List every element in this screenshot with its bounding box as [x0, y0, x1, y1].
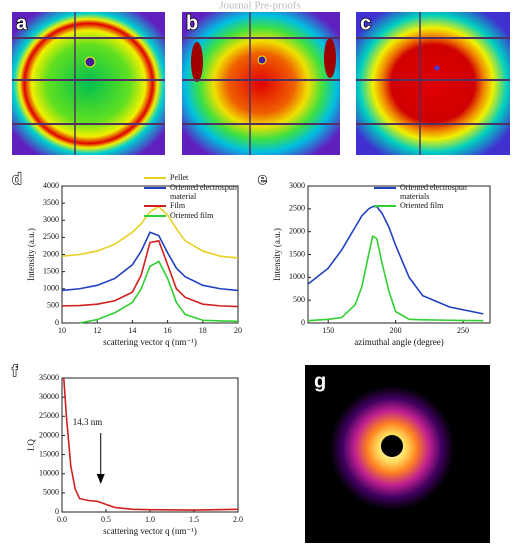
- x-axis-label: scattering vector q (nm⁻¹): [103, 337, 197, 347]
- legend-label: Oriented film: [170, 211, 214, 220]
- legend-label: Film: [170, 201, 186, 210]
- y-tick-label: 20000: [39, 430, 59, 439]
- panel-label: f: [12, 363, 18, 380]
- y-axis-label: Intensity (a.u.): [26, 228, 36, 281]
- x-tick-label: 10: [58, 326, 66, 335]
- series-line: [62, 377, 239, 511]
- series-line: [61, 205, 239, 259]
- y-axis-label: I.Q: [26, 439, 36, 451]
- y-tick-label: 2500: [43, 232, 59, 241]
- y-tick-label: 1500: [289, 249, 305, 258]
- legend-label: Oriented film: [400, 201, 444, 210]
- y-tick-label: 1000: [43, 284, 59, 293]
- series-line: [79, 260, 239, 324]
- y-tick-label: 2000: [289, 226, 305, 235]
- y-tick-label: 0: [301, 318, 305, 327]
- panel-label: c: [360, 12, 371, 34]
- x-tick-label: 16: [164, 326, 172, 335]
- panel-label: d: [12, 171, 22, 188]
- y-axis-label: Intensity (a.u.): [272, 228, 282, 281]
- y-tick-label: 2500: [289, 204, 305, 213]
- x-tick-label: 18: [199, 326, 207, 335]
- annotation: 14.3 nm: [73, 417, 103, 427]
- y-tick-label: 1000: [289, 272, 305, 281]
- y-tick-label: 2000: [43, 249, 59, 258]
- y-tick-label: 1500: [43, 266, 59, 275]
- legend-label: Oriented electrospun materials: [400, 183, 467, 201]
- y-tick-label: 500: [293, 295, 305, 304]
- y-tick-label: 30000: [39, 392, 59, 401]
- series-line: [307, 235, 484, 322]
- y-tick-label: 500: [47, 301, 59, 310]
- legend-line: materials: [400, 192, 429, 201]
- panel-a: a: [12, 12, 165, 155]
- panel-g: g: [305, 365, 490, 543]
- legend-line: Oriented electrospun: [170, 183, 237, 192]
- y-tick-label: 3000: [289, 181, 305, 190]
- y-tick-label: 4000: [43, 181, 59, 190]
- plot-frame: [61, 377, 239, 513]
- x-tick-label: 250: [457, 326, 469, 335]
- panel-label: b: [186, 12, 198, 34]
- x-tick-label: 20: [234, 326, 242, 335]
- x-tick-label: 1.0: [145, 515, 155, 524]
- x-tick-label: 0.5: [101, 515, 111, 524]
- x-axis-label: azimuthal angle (degree): [354, 337, 443, 347]
- series-line: [307, 205, 484, 315]
- panel-b: b: [182, 12, 340, 155]
- x-axis-label: scattering vector q (nm⁻¹): [103, 526, 197, 536]
- y-tick-label: 25000: [39, 411, 59, 420]
- legend-label: Pellet: [170, 173, 189, 182]
- legend-line: Oriented electrospun: [400, 183, 467, 192]
- panel-label: a: [16, 12, 28, 34]
- panel-c: c: [356, 12, 510, 155]
- header: Journal Pre-proofs: [219, 0, 301, 12]
- legend-line: material: [170, 192, 197, 201]
- legend-label: Oriented electrospun material: [170, 183, 237, 201]
- y-tick-label: 3500: [43, 198, 59, 207]
- series-line: [61, 239, 239, 308]
- x-tick-label: 0.0: [57, 515, 67, 524]
- x-tick-label: 12: [93, 326, 101, 335]
- x-tick-label: 150: [322, 326, 334, 335]
- x-tick-label: 14: [128, 326, 136, 335]
- y-tick-label: 0: [55, 318, 59, 327]
- x-tick-label: 200: [390, 326, 402, 335]
- panel-label: g: [314, 370, 326, 392]
- y-tick-label: 10000: [39, 469, 59, 478]
- panel-label: e: [258, 171, 267, 188]
- series-line: [61, 231, 239, 292]
- arrow-head: [96, 474, 105, 484]
- x-tick-label: 1.5: [189, 515, 199, 524]
- y-tick-label: 3000: [43, 215, 59, 224]
- y-tick-label: 5000: [43, 488, 59, 497]
- y-tick-label: 0: [55, 507, 59, 516]
- y-tick-label: 15000: [39, 449, 59, 458]
- x-tick-label: 2.0: [233, 515, 243, 524]
- y-tick-label: 35000: [39, 373, 59, 382]
